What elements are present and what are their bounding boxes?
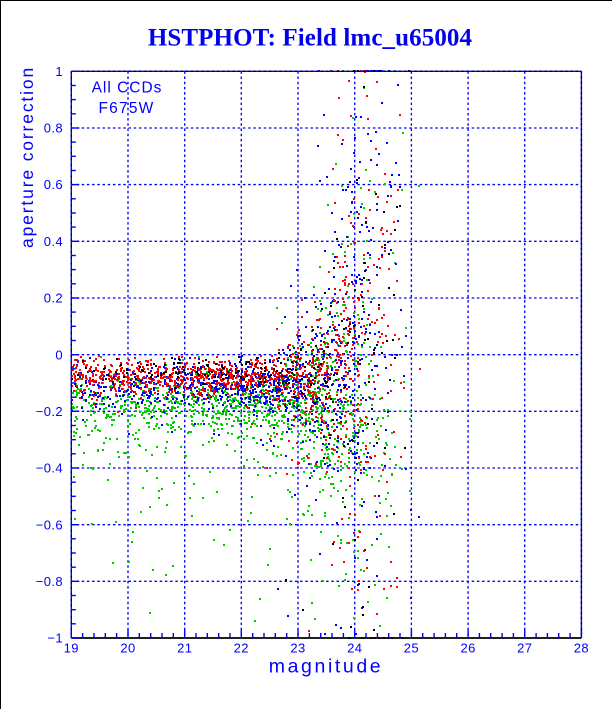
svg-text:23: 23 <box>290 641 305 656</box>
svg-text:20: 20 <box>120 641 135 656</box>
svg-text:−0.6: −0.6 <box>36 517 63 532</box>
svg-text:magnitude: magnitude <box>269 656 383 678</box>
svg-text:−0.4: −0.4 <box>36 461 63 476</box>
svg-text:0.4: 0.4 <box>44 234 63 249</box>
svg-text:−0.2: −0.2 <box>36 404 63 419</box>
svg-text:0: 0 <box>55 347 63 362</box>
svg-text:0.2: 0.2 <box>44 291 63 306</box>
svg-text:−1: −1 <box>47 631 63 646</box>
svg-text:0.8: 0.8 <box>44 121 63 136</box>
svg-text:22: 22 <box>234 641 249 656</box>
svg-text:F675W: F675W <box>99 100 155 117</box>
svg-text:HSTPHOT: Field lmc_u65004: HSTPHOT: Field lmc_u65004 <box>148 25 473 52</box>
svg-text:27: 27 <box>517 641 532 656</box>
svg-text:−0.8: −0.8 <box>36 574 63 589</box>
svg-text:24: 24 <box>347 641 362 656</box>
svg-text:19: 19 <box>64 641 79 656</box>
svg-text:26: 26 <box>460 641 475 656</box>
svg-text:21: 21 <box>177 641 192 656</box>
svg-text:25: 25 <box>404 641 419 656</box>
svg-text:28: 28 <box>574 641 589 656</box>
svg-text:1: 1 <box>55 64 63 79</box>
svg-text:All CCDs: All CCDs <box>92 80 163 97</box>
svg-text:0.6: 0.6 <box>44 177 63 192</box>
svg-text:aperture correction: aperture correction <box>17 66 37 248</box>
